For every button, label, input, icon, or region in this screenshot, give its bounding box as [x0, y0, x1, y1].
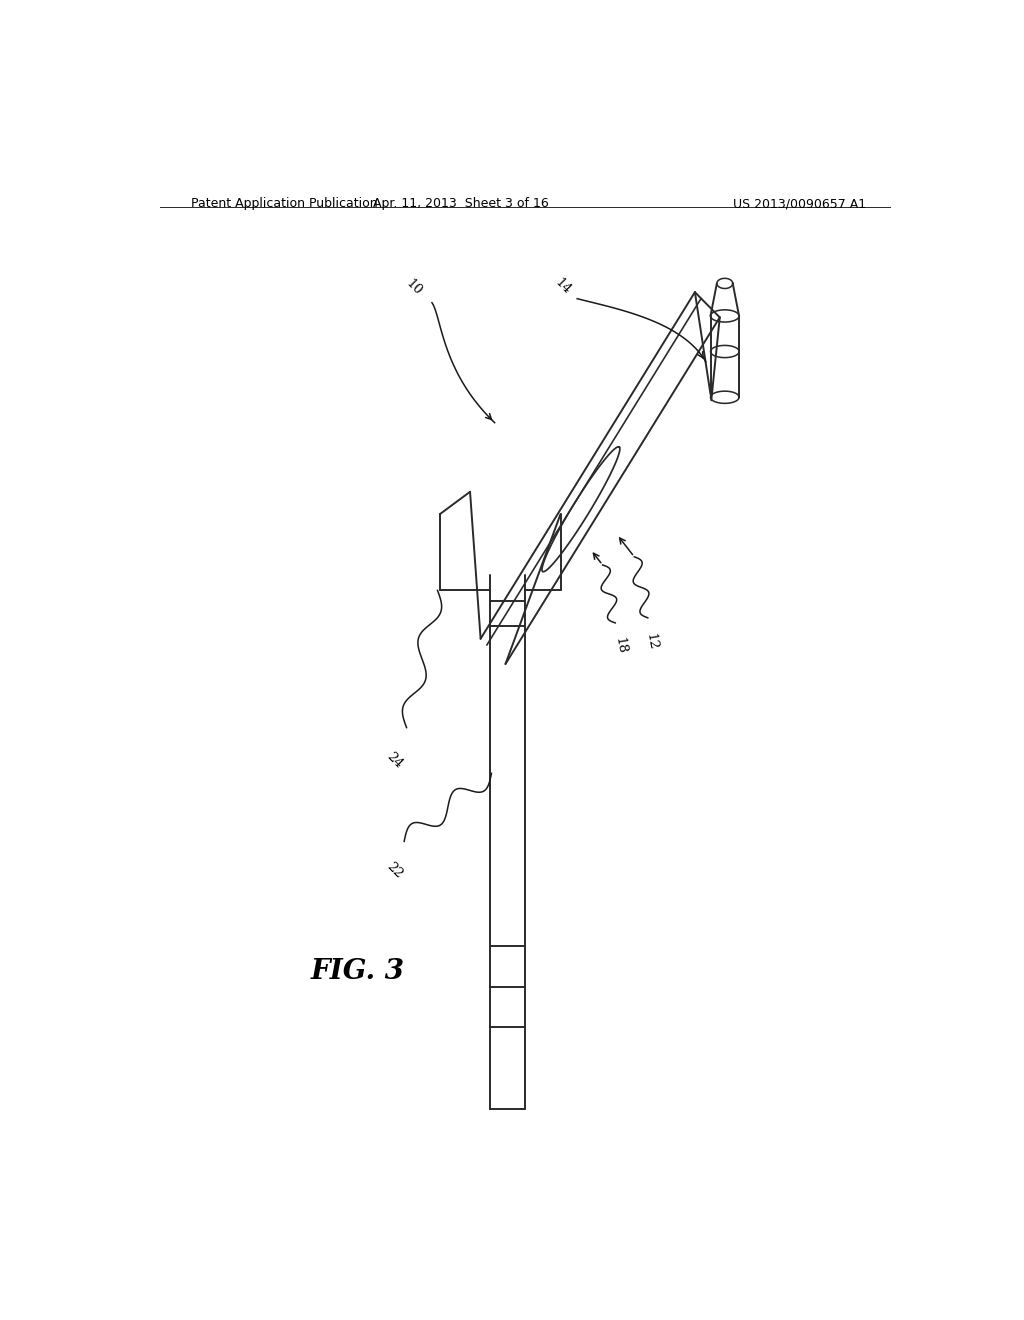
Text: Apr. 11, 2013  Sheet 3 of 16: Apr. 11, 2013 Sheet 3 of 16 — [374, 197, 549, 210]
Text: 24: 24 — [384, 750, 406, 771]
Text: Patent Application Publication: Patent Application Publication — [191, 197, 378, 210]
Text: 22: 22 — [384, 859, 406, 880]
Text: FIG. 3: FIG. 3 — [310, 958, 404, 985]
Text: 14: 14 — [552, 276, 573, 297]
Text: 18: 18 — [612, 636, 628, 655]
Text: 10: 10 — [403, 277, 424, 297]
Text: 12: 12 — [644, 632, 659, 651]
Text: US 2013/0090657 A1: US 2013/0090657 A1 — [733, 197, 866, 210]
